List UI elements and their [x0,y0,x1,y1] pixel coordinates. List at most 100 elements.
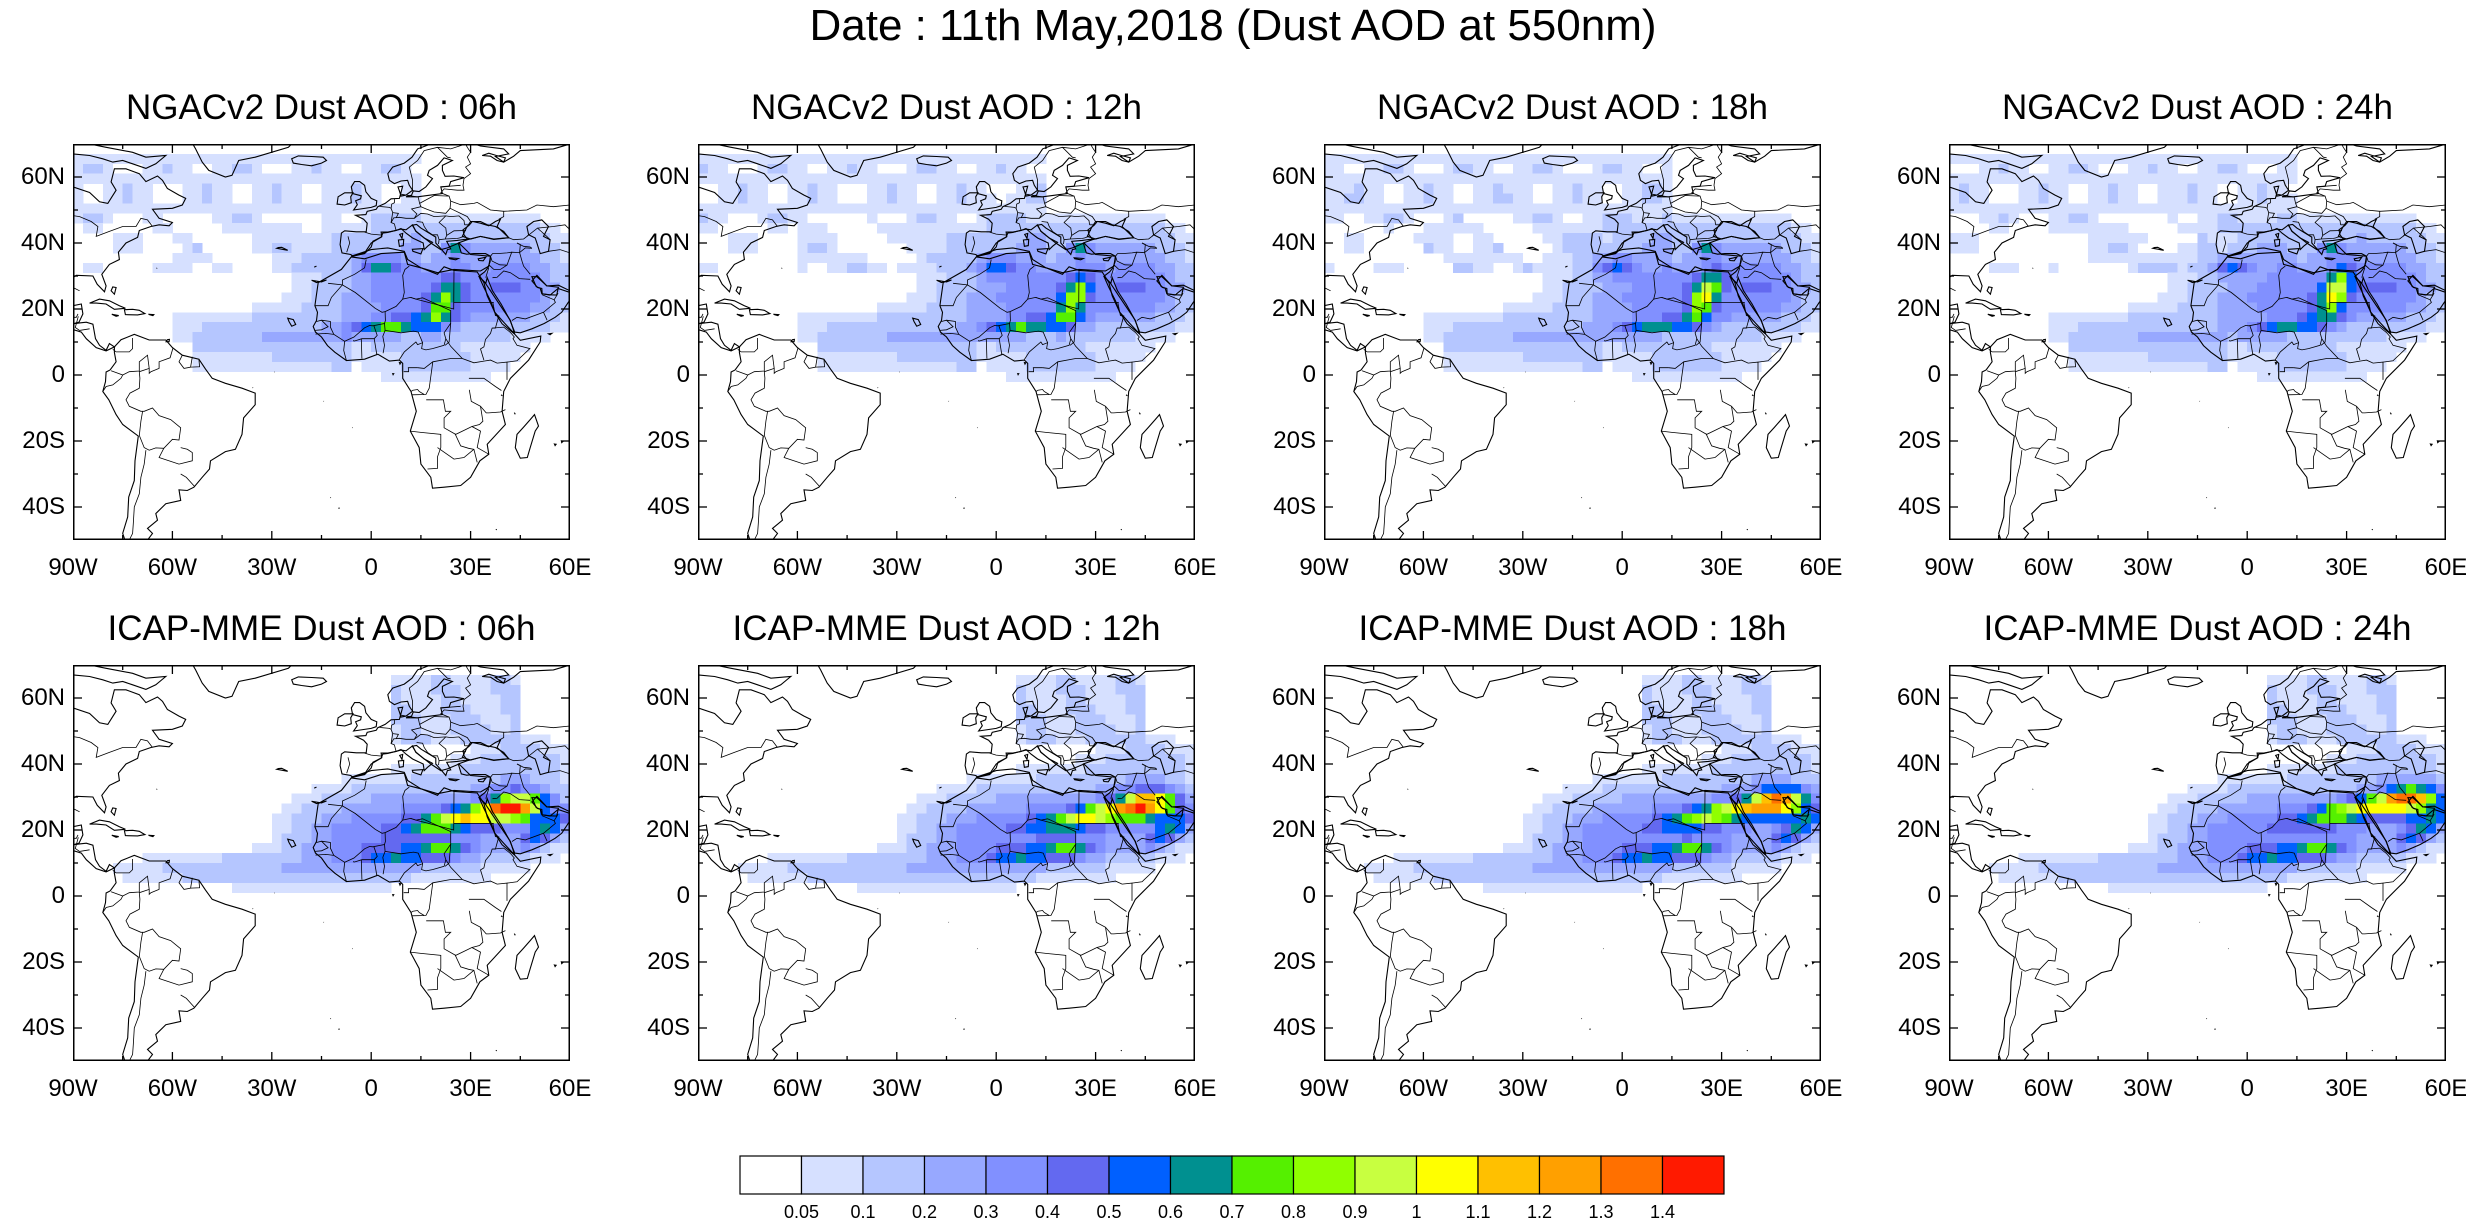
lon-tick-label: 30E [2302,1075,2392,1103]
map-panel [73,665,570,1061]
lat-tick-label: 20S [1260,427,1316,455]
lat-tick-label: 0 [1260,882,1316,910]
lon-tick-label: 60W [2003,1075,2093,1103]
lat-tick-label: 20N [1885,816,1941,844]
map-panel [698,144,1195,540]
figure-title: Date : 11th May,2018 (Dust AOD at 550nm) [0,2,2466,50]
lat-tick-label: 40S [1260,1014,1316,1042]
colorbar-swatch [1048,1156,1110,1194]
lat-tick-label: 40N [634,229,690,257]
panel-title: NGACv2 Dust AOD : 24h [1848,88,2466,128]
lon-tick-label: 60E [1150,1075,1240,1103]
colorbar-label: 0.4 [1018,1201,1078,1223]
lat-tick-label: 0 [634,361,690,389]
lon-tick-label: 0 [1577,1075,1667,1103]
lat-tick-label: 20N [9,816,65,844]
lon-tick-label: 90W [1279,1075,1369,1103]
map-panel [73,144,570,540]
colorbar-label: 0.7 [1202,1201,1262,1223]
lon-tick-label: 90W [1904,1075,1994,1103]
lat-tick-label: 20S [9,427,65,455]
colorbar-swatch [1109,1156,1171,1194]
lon-tick-label: 60W [127,1075,217,1103]
lon-tick-label: 60W [1378,1075,1468,1103]
colorbar-swatch [1663,1156,1725,1194]
panel-title: NGACv2 Dust AOD : 12h [597,88,1297,128]
dust-aod-field [1324,154,1821,382]
lat-tick-label: 20S [9,948,65,976]
lon-tick-label: 60E [2401,554,2466,582]
map-panel [1949,144,2446,540]
colorbar-swatch [802,1156,864,1194]
lat-tick-label: 40N [634,750,690,778]
map-panel [1324,144,1821,540]
colorbar [739,1155,1729,1195]
panel-title: NGACv2 Dust AOD : 06h [0,88,672,128]
lat-tick-label: 60N [634,163,690,191]
lat-tick-label: 40N [1885,229,1941,257]
lon-tick-label: 90W [1279,554,1369,582]
dust-aod-field [698,154,1195,382]
colorbar-swatch [1540,1156,1602,1194]
lat-tick-label: 0 [1885,882,1941,910]
colorbar-label: 1.3 [1571,1201,1631,1223]
lon-tick-label: 30W [1478,1075,1568,1103]
lat-tick-label: 0 [1885,361,1941,389]
lat-tick-label: 40S [9,1014,65,1042]
lat-tick-label: 40N [9,750,65,778]
lat-tick-label: 40S [1885,1014,1941,1042]
lon-tick-label: 60W [752,1075,842,1103]
lon-tick-label: 60E [1776,554,1866,582]
lon-tick-label: 60E [525,554,615,582]
colorbar-label: 1.2 [1510,1201,1570,1223]
lon-tick-label: 30W [852,1075,942,1103]
lat-tick-label: 20N [634,816,690,844]
lon-tick-label: 90W [28,1075,118,1103]
lat-tick-label: 20S [1885,948,1941,976]
lon-tick-label: 90W [653,554,743,582]
lat-tick-label: 40S [634,493,690,521]
dust-aod-field [73,154,570,382]
colorbar-swatch [986,1156,1048,1194]
lon-tick-label: 0 [326,554,416,582]
lat-tick-label: 20N [634,295,690,323]
lon-tick-label: 30E [1677,554,1767,582]
lon-tick-label: 0 [326,1075,416,1103]
lon-tick-label: 90W [28,554,118,582]
lon-tick-label: 0 [951,1075,1041,1103]
lon-tick-label: 60W [2003,554,2093,582]
lon-tick-label: 90W [1904,554,1994,582]
lat-tick-label: 40S [1260,493,1316,521]
colorbar-swatch [863,1156,925,1194]
colorbar-swatch [1232,1156,1294,1194]
lon-tick-label: 30W [2103,1075,2193,1103]
colorbar-swatch [1355,1156,1417,1194]
lat-tick-label: 40S [1885,493,1941,521]
lat-tick-label: 60N [9,163,65,191]
colorbar-label: 0.1 [833,1201,893,1223]
lat-tick-label: 60N [1260,163,1316,191]
colorbar-swatch [1601,1156,1663,1194]
colorbar-label: 0.2 [895,1201,955,1223]
colorbar-swatch [1171,1156,1233,1194]
colorbar-label: 0.8 [1264,1201,1324,1223]
lat-tick-label: 20S [1260,948,1316,976]
map-panel [1949,665,2446,1061]
lat-tick-label: 20S [634,427,690,455]
panel-title: ICAP-MME Dust AOD : 12h [597,609,1297,649]
lon-tick-label: 30W [1478,554,1568,582]
colorbar-label: 0.05 [772,1201,832,1223]
lat-tick-label: 40N [9,229,65,257]
colorbar-label: 0.5 [1079,1201,1139,1223]
lat-tick-label: 60N [9,684,65,712]
lon-tick-label: 90W [653,1075,743,1103]
lon-tick-label: 30E [2302,554,2392,582]
lat-tick-label: 20S [1885,427,1941,455]
panel-title: ICAP-MME Dust AOD : 24h [1848,609,2466,649]
lat-tick-label: 60N [634,684,690,712]
lat-tick-label: 0 [9,882,65,910]
lat-tick-label: 40N [1260,750,1316,778]
lat-tick-label: 60N [1260,684,1316,712]
lon-tick-label: 60W [752,554,842,582]
lat-tick-label: 20N [1885,295,1941,323]
